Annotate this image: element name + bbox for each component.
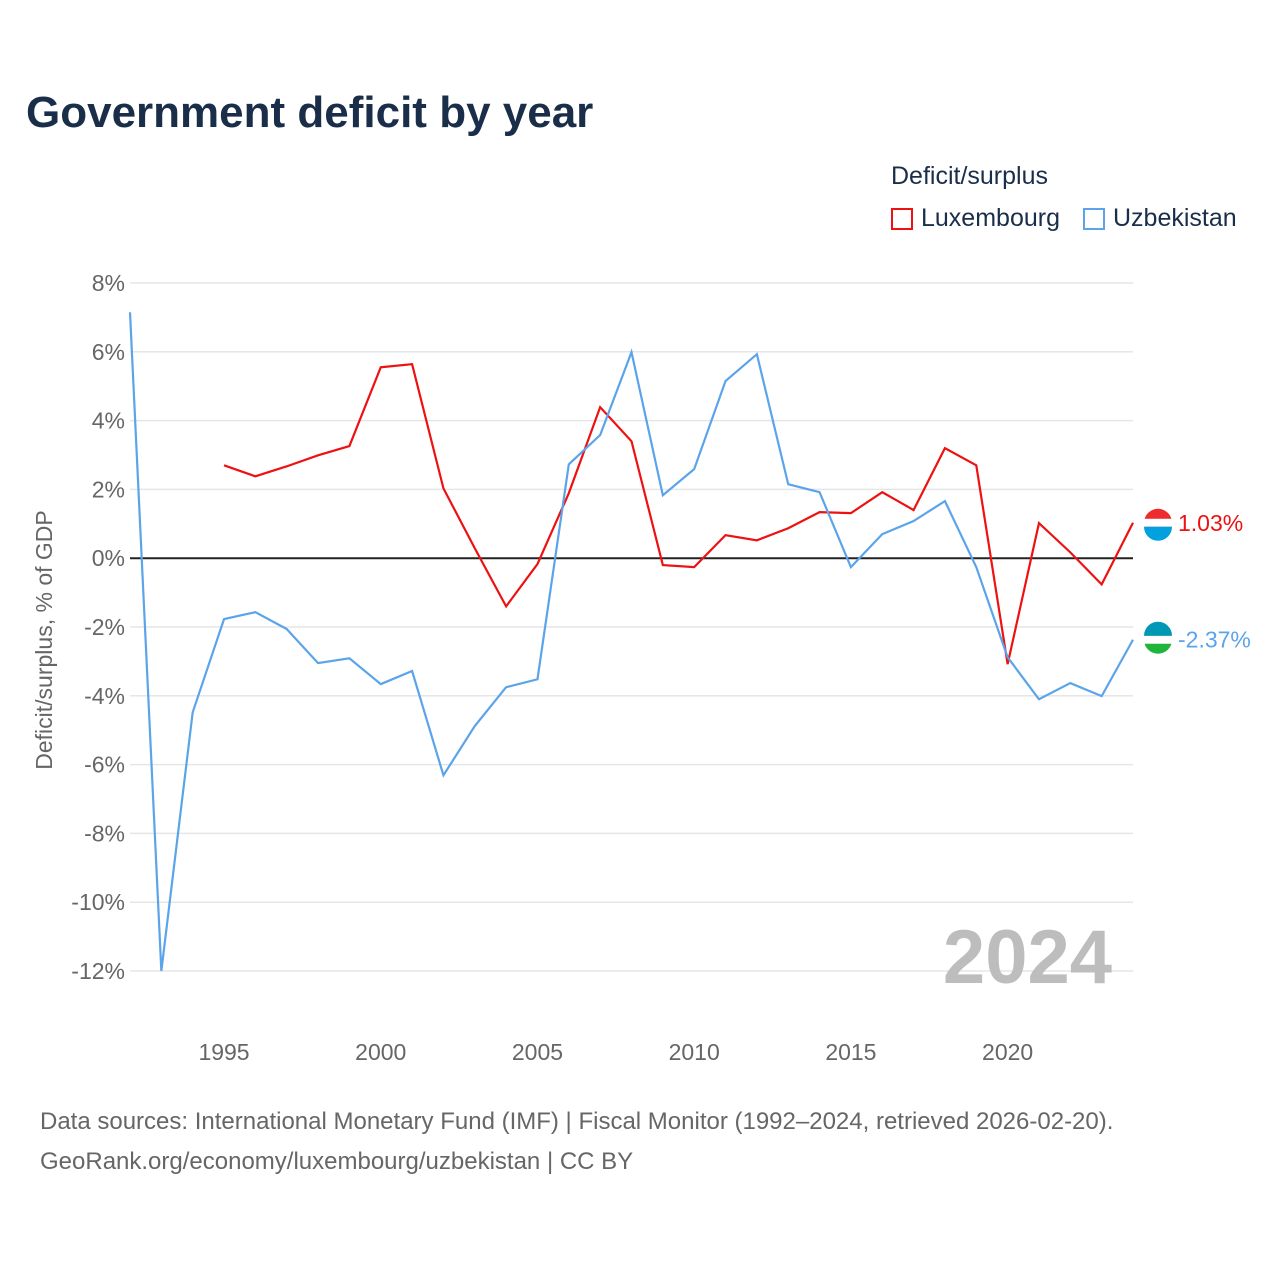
source-url: GeoRank.org/economy/luxembourg/uzbekista… xyxy=(40,1148,634,1175)
y-tick-label: -4% xyxy=(84,683,125,709)
x-tick-label: 2015 xyxy=(825,1039,876,1065)
x-tick-label: 2010 xyxy=(669,1039,720,1065)
end-value-label: -2.37% xyxy=(1178,627,1251,653)
x-tick-label: 2020 xyxy=(982,1039,1033,1065)
legend-swatch xyxy=(1083,207,1105,230)
flag-stripe xyxy=(1144,526,1172,541)
end-value-label: 1.03% xyxy=(1178,510,1243,536)
source-line: Data sources: International Monetary Fun… xyxy=(40,1108,1114,1135)
legend-swatch xyxy=(891,207,913,230)
legend-label: Uzbekistan xyxy=(1113,204,1237,232)
y-tick-label: 6% xyxy=(92,339,125,365)
y-tick-label: -8% xyxy=(84,820,125,846)
series-line-luxembourg xyxy=(223,362,1134,665)
y-tick-label: -12% xyxy=(71,958,125,984)
flag-stripe xyxy=(1144,635,1172,644)
y-tick-label: -2% xyxy=(84,614,125,640)
y-tick-label: -6% xyxy=(84,752,125,778)
y-tick-label: 8% xyxy=(92,270,125,296)
chart-title: Government deficit by year xyxy=(26,88,594,137)
flag-stripe xyxy=(1144,518,1172,527)
flag-stripe xyxy=(1144,621,1172,636)
legend-item-uzbekistan[interactable]: Uzbekistan xyxy=(1083,204,1237,233)
legend-label: Luxembourg xyxy=(921,204,1060,232)
x-tick-label: 1995 xyxy=(198,1039,249,1065)
x-tick-label: 2000 xyxy=(355,1039,406,1065)
legend-title: Deficit/surplus xyxy=(891,162,1048,190)
y-tick-label: 2% xyxy=(92,476,125,502)
series-line-uzbekistan xyxy=(128,312,1134,972)
y-tick-label: -10% xyxy=(71,889,125,915)
year-watermark: 2024 xyxy=(943,915,1112,1000)
y-tick-label: 4% xyxy=(92,408,125,434)
y-tick-label: 0% xyxy=(92,545,125,571)
y-axis-label: Deficit/surplus, % of GDP xyxy=(31,510,57,769)
legend-item-luxembourg[interactable]: Luxembourg xyxy=(891,204,1060,233)
x-tick-label: 2005 xyxy=(512,1039,563,1065)
